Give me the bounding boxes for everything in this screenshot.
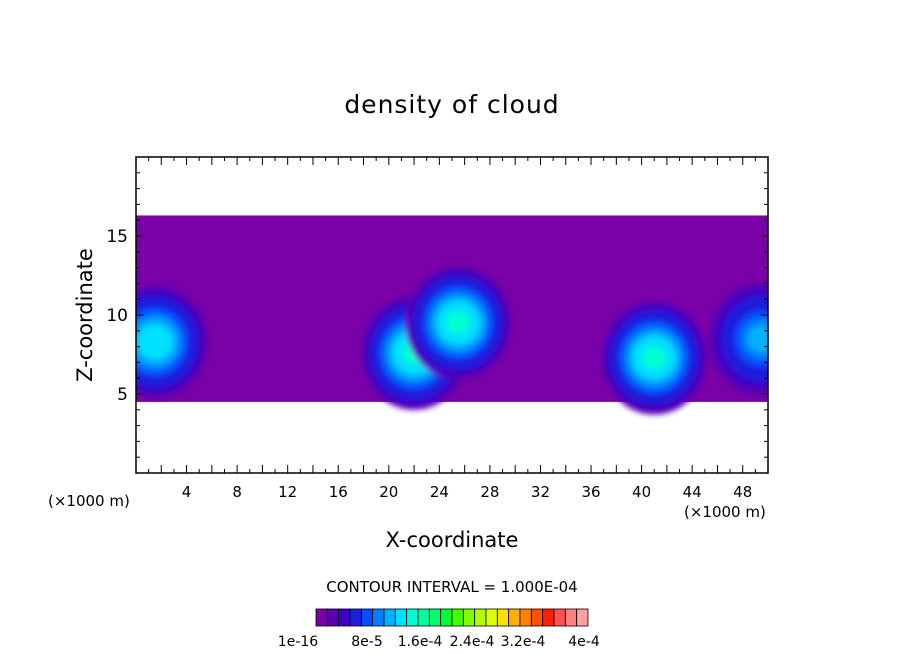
cloud-core-5-level-7 (747, 325, 768, 353)
colorbar-swatch (417, 608, 430, 627)
colorbar-swatch (576, 608, 589, 627)
colorbar-swatch (564, 608, 578, 627)
colorbar-swatch (406, 608, 419, 627)
x-tick-label: 40 (632, 483, 651, 501)
colorbar-labels: 1e-16 8e-5 1.6e-4 2.4e-4 3.2e-4 4e-4 (278, 634, 600, 650)
colorbar-label: 4e-4 (568, 634, 600, 650)
colorbar-label: 8e-5 (351, 634, 382, 650)
colorbar-swatch (451, 608, 464, 627)
colorbar-label: 2.4e-4 (450, 634, 495, 650)
x-tick-label: 48 (733, 483, 752, 501)
colorbar-swatch (553, 608, 566, 627)
x-tick-label: 32 (531, 483, 550, 501)
cloud-core-3-level-10 (446, 311, 471, 335)
x-tick-label: 8 (232, 483, 242, 501)
x-tick-label: 4 (182, 483, 192, 501)
y-tick-label: 15 (106, 227, 128, 247)
y-axis-label: Z-coordinate (73, 248, 97, 382)
colorbar-swatch (474, 608, 487, 627)
x-tick-label: 20 (379, 483, 398, 501)
x-tick-label: 36 (581, 483, 600, 501)
x-tick-label: 16 (329, 483, 348, 501)
colorbar-swatch (519, 608, 532, 627)
y-tick-label: 10 (106, 306, 128, 326)
y-tick-label: 5 (117, 385, 128, 405)
colorbar-swatch (383, 608, 396, 627)
x-tick-label: 44 (683, 483, 702, 501)
x-axis-ticks: 4 8 12 16 20 24 28 32 36 40 44 48 (148, 157, 756, 501)
colorbar-label: 1.6e-4 (398, 634, 443, 650)
colorbar (315, 608, 589, 627)
contour-interval-text: CONTOUR INTERVAL = 1.000E-04 (326, 578, 577, 596)
colorbar-label: 1e-16 (278, 634, 318, 650)
colorbar-swatch (530, 608, 544, 627)
x-unit-label-right: (×1000 m) (684, 503, 766, 521)
colorbar-swatch (462, 608, 476, 627)
cloud-density-field (136, 215, 768, 415)
colorbar-label: 3.2e-4 (501, 634, 546, 650)
colorbar-swatch (485, 608, 498, 627)
y-axis-ticks: 5 10 15 (106, 172, 768, 458)
colorbar-swatch (508, 608, 521, 627)
colorbar-swatch (372, 608, 385, 627)
colorbar-swatch (315, 608, 328, 627)
colorbar-swatch (428, 608, 442, 627)
chart-title: density of cloud (344, 90, 559, 119)
x-axis-label: X-coordinate (386, 528, 519, 552)
colorbar-swatch (496, 608, 510, 627)
colorbar-swatch (349, 608, 362, 627)
colorbar-swatch (326, 608, 340, 627)
colorbar-swatch (440, 608, 453, 627)
colorbar-swatch (542, 608, 555, 627)
colorbar-swatch (360, 608, 374, 627)
colorbar-swatch (338, 608, 351, 627)
x-unit-label-left: (×1000 m) (48, 492, 130, 510)
x-tick-label: 12 (278, 483, 297, 501)
x-tick-label: 24 (430, 483, 449, 501)
colorbar-swatch (394, 608, 408, 627)
cloud-core-1-level-9 (142, 329, 168, 354)
cloud-core-4-level-10 (642, 346, 667, 370)
x-tick-label: 28 (480, 483, 499, 501)
